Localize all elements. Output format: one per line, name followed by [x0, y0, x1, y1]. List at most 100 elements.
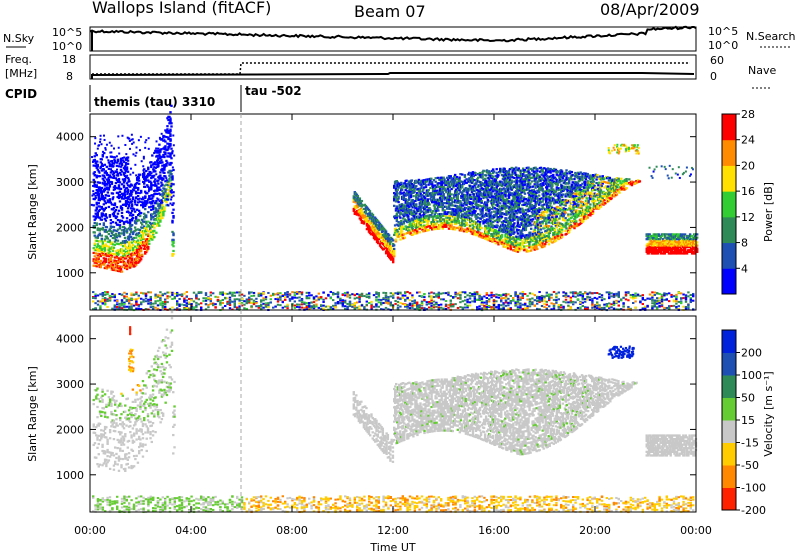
power-cell: [93, 185, 96, 188]
power-cell: [461, 308, 464, 311]
power-cell: [366, 223, 370, 227]
power-cell: [567, 304, 570, 307]
power-cell: [286, 295, 289, 298]
power-cell: [367, 230, 371, 233]
power-cell: [161, 169, 164, 172]
power-cell: [93, 244, 96, 247]
power-cell: [391, 239, 395, 242]
power-cell: [114, 232, 118, 236]
power-cell: [156, 159, 159, 162]
power-cell: [169, 179, 172, 182]
power-cell: [120, 270, 124, 273]
power-cell: [420, 199, 423, 202]
power-cell: [473, 297, 476, 300]
power-cell: [447, 227, 451, 230]
power-cell: [305, 297, 308, 300]
power-cell: [455, 205, 459, 208]
power-cell: [389, 292, 392, 295]
power-cell: [176, 291, 179, 294]
power-cell: [236, 306, 239, 309]
power-cell: [596, 297, 599, 300]
power-cell: [139, 212, 143, 215]
power-cell: [431, 211, 434, 215]
power-cell: [298, 306, 301, 309]
power-cell: [346, 302, 349, 305]
power-cell: [528, 301, 532, 304]
power-cell: [144, 230, 147, 233]
power-cell: [441, 191, 445, 194]
power-cell: [124, 157, 127, 160]
power-cell: [286, 307, 289, 310]
power-cell: [410, 212, 414, 215]
power-cell: [113, 175, 116, 178]
power-cell: [442, 221, 445, 225]
power-cell: [110, 203, 114, 206]
power-cell: [449, 196, 452, 200]
power-cell: [170, 157, 173, 160]
power-cell: [378, 244, 382, 247]
power-cell: [408, 180, 411, 183]
power-cell: [95, 154, 98, 157]
power-cell: [161, 164, 164, 167]
power-cell: [131, 142, 134, 145]
power-cell: [427, 201, 430, 204]
power-cell: [586, 307, 589, 310]
power-cell: [370, 221, 374, 224]
power-cell: [392, 293, 395, 296]
power-cell: [443, 223, 446, 227]
power-cell: [138, 259, 142, 262]
power-cell: [356, 196, 360, 199]
power-cell: [142, 237, 145, 241]
power-cell: [147, 147, 150, 150]
power-cell: [504, 292, 508, 295]
power-cell: [516, 295, 520, 298]
power-cell: [98, 222, 101, 226]
power-cell: [103, 246, 107, 249]
power-cell: [221, 291, 224, 294]
power-cell: [524, 304, 527, 307]
power-cell: [102, 179, 105, 182]
power-cell: [394, 302, 397, 305]
power-cell: [95, 262, 98, 265]
power-cell: [124, 190, 128, 193]
power-cell: [471, 293, 474, 296]
power-cell: [121, 157, 124, 160]
power-cell: [526, 294, 529, 297]
power-cell: [455, 190, 459, 193]
power-cell: [105, 178, 109, 181]
power-cell: [152, 207, 155, 211]
power-cell: [432, 304, 436, 307]
power-cell: [434, 200, 437, 203]
power-cell: [644, 305, 647, 308]
power-cell: [125, 228, 129, 231]
power-cell: [329, 297, 332, 300]
power-cell: [421, 203, 424, 206]
power-cell: [166, 128, 169, 131]
power-cell: [352, 200, 355, 203]
power-cell: [123, 178, 127, 181]
power-cell: [446, 196, 449, 199]
power-cell: [281, 294, 284, 297]
power-cell: [128, 185, 131, 188]
power-cell: [412, 184, 415, 187]
power-cell: [137, 212, 141, 216]
power-cell: [190, 299, 193, 302]
power-cell: [391, 259, 395, 262]
power-cell: [315, 303, 318, 306]
power-cell: [531, 301, 534, 304]
power-cell: [130, 190, 134, 193]
power-cell: [111, 233, 115, 236]
power-cell: [168, 174, 171, 177]
power-cell: [101, 300, 104, 303]
power-cell: [257, 293, 260, 296]
power-cell: [112, 267, 116, 270]
power-cell: [233, 304, 236, 307]
power-cell: [296, 291, 299, 294]
power-cell: [267, 291, 270, 294]
power-cell: [164, 145, 167, 148]
power-cell: [427, 219, 430, 223]
power-cell: [126, 200, 130, 204]
power-cell: [427, 218, 430, 221]
power-cell: [109, 151, 112, 154]
power-cell: [376, 223, 380, 227]
